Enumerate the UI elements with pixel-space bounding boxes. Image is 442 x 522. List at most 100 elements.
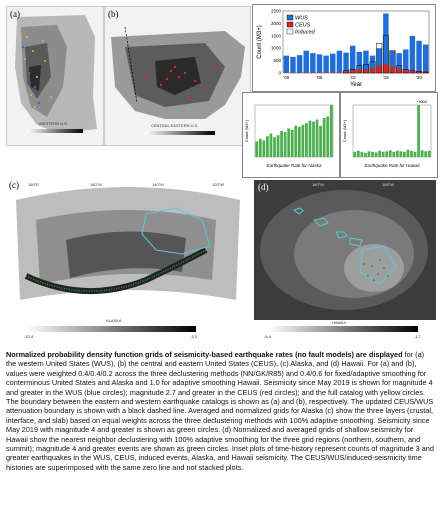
bar-wus xyxy=(296,55,303,73)
western-us-map xyxy=(7,7,103,145)
bar-wus xyxy=(396,53,402,73)
bar-induced xyxy=(416,71,423,74)
bar-induced xyxy=(409,70,416,74)
x-tick-label: '15 xyxy=(383,75,389,80)
x-tick-label: '00 xyxy=(283,75,289,80)
panel-a-label: (a) xyxy=(10,9,20,19)
bar xyxy=(273,137,276,157)
legend-swatch xyxy=(286,28,294,35)
chart-title: Earthquake Rate for Alaska xyxy=(267,163,322,168)
bar-wus xyxy=(416,40,422,73)
bar-ceus xyxy=(316,72,323,73)
bar xyxy=(269,133,273,157)
bar-ceus xyxy=(383,64,389,73)
alaska-cbar-max: -3.3 xyxy=(190,334,197,339)
x-tick-label: '10 xyxy=(350,75,356,80)
bar xyxy=(374,152,378,157)
bar-annotation: ~1000 xyxy=(416,99,428,104)
bar xyxy=(266,136,269,157)
bar-induced xyxy=(376,42,383,74)
us-time-history-chart: 0 500 1000 1500 2000 2500 '00 '05 '10 '15 '20 Year C… xyxy=(257,9,430,88)
bar-wus xyxy=(356,51,363,73)
bar xyxy=(255,141,259,157)
alaska-lon-tick-1: 180°E xyxy=(28,182,39,187)
bar xyxy=(378,150,381,157)
alaska-map xyxy=(16,187,240,332)
y-tick-label: 0 xyxy=(278,71,281,76)
bar xyxy=(385,151,389,157)
y-tick-label: 1500 xyxy=(271,33,282,38)
bar xyxy=(283,132,287,157)
caption-body: for (a) the western United States (WUS),… xyxy=(6,350,434,472)
bar-induced xyxy=(402,69,409,74)
bar-wus xyxy=(369,55,376,73)
hawaii-cbar-min: -6.4 xyxy=(264,334,271,339)
inset-hawaii-rate: ~1000 Count (M3+) Earthquake Rate for Hawa… xyxy=(340,92,438,178)
panel-a: (a) WESTERN U.S. xyxy=(6,6,104,146)
alaska-lon-tick-4: 120°W xyxy=(212,182,225,187)
bar xyxy=(413,151,417,157)
bar xyxy=(305,123,308,157)
bar xyxy=(406,149,410,157)
bar-induced xyxy=(343,70,350,74)
bar-wus xyxy=(403,49,409,73)
bar xyxy=(315,119,319,157)
bar-ceus xyxy=(416,71,422,73)
bar-induced xyxy=(382,35,389,74)
bar xyxy=(258,138,262,157)
x-tick-label: '05 xyxy=(317,75,323,80)
bar-wus xyxy=(349,45,356,73)
panel-a-map-title: WESTERN U.S. xyxy=(39,121,68,126)
bar xyxy=(417,105,420,157)
bar xyxy=(364,152,367,157)
bar xyxy=(371,151,374,157)
bar-induced xyxy=(396,65,403,74)
bar xyxy=(420,150,424,157)
bar-induced xyxy=(356,65,363,74)
bar-wus xyxy=(290,56,296,73)
bar-wus xyxy=(389,50,396,73)
bar-ceus xyxy=(409,70,416,73)
bar xyxy=(353,151,357,157)
bar-induced xyxy=(389,50,396,74)
caption-bold: Normalized probability density function … xyxy=(6,350,403,359)
bar-ceus xyxy=(403,70,409,73)
bar-ceus xyxy=(389,66,396,73)
bar xyxy=(388,150,392,157)
legend-label: WUS xyxy=(295,16,308,22)
panel-c-map-title: ALASKA xyxy=(106,318,122,323)
bar xyxy=(326,116,330,157)
bar xyxy=(356,150,360,157)
x-tick-label: '20 xyxy=(416,75,422,80)
y-tick-label: 1000 xyxy=(271,46,282,51)
y-tick-label: 500 xyxy=(273,58,281,63)
bar-wus xyxy=(336,50,343,73)
bar-wus xyxy=(363,50,369,73)
bar xyxy=(381,151,385,157)
panel-c-label: (c) xyxy=(9,180,19,190)
bar xyxy=(322,118,326,157)
bar-ceus xyxy=(336,72,343,73)
bar-induced xyxy=(362,64,369,74)
bar xyxy=(262,140,266,157)
alaska-lon-tick-2: 160°W xyxy=(90,182,103,187)
y-tick-label: 2000 xyxy=(271,21,282,26)
bar-wus xyxy=(343,52,349,73)
y-axis-label: Count (M3+) xyxy=(342,119,347,142)
legend-swatch xyxy=(286,21,294,28)
panel-d-map-title: HAWAII xyxy=(332,320,346,325)
bar xyxy=(301,124,305,157)
hawaii-rate-chart: ~1000 Count (M3+) Earthquake Rate for Hawa… xyxy=(342,99,432,168)
y-tick-label: 2500 xyxy=(271,9,282,14)
y-axis-label: Count (M3+) xyxy=(257,25,263,59)
bar xyxy=(308,120,312,157)
legend-swatch xyxy=(286,14,294,21)
bar xyxy=(276,135,280,157)
legend-label: CEUS xyxy=(295,23,311,29)
panel-b-map-title: CENTRAL EASTERN U.S. xyxy=(151,123,199,128)
bar-wus xyxy=(303,50,309,73)
hawaii-lon-tick-1: 160°W xyxy=(312,182,325,187)
figure-caption: Normalized probability density function … xyxy=(6,350,436,472)
hawaii-map xyxy=(254,180,436,332)
bar-ceus xyxy=(376,65,382,73)
